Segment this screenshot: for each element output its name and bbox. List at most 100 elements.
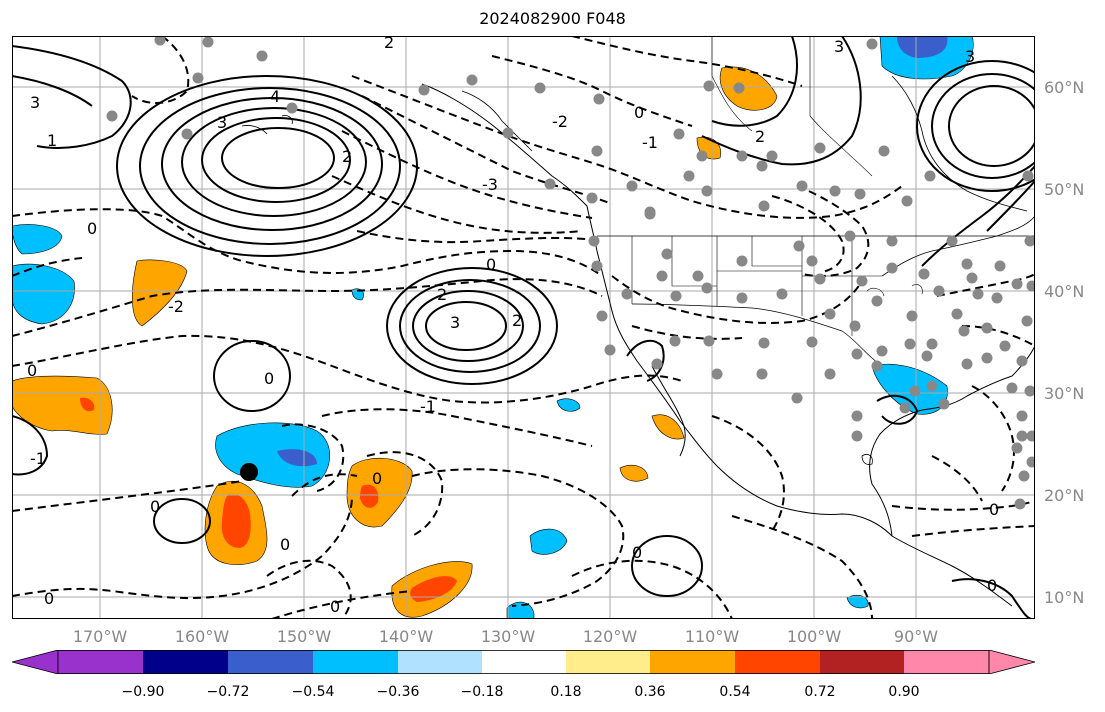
lon-label: 120°W (582, 627, 638, 646)
colorbar-tick: 0.90 (888, 684, 920, 700)
fill-cyan-west1 (12, 224, 63, 255)
contour-label: 0 (44, 589, 54, 608)
lon-label: 150°W (276, 627, 332, 646)
contour-label: -1 (420, 397, 436, 416)
colorbar (10, 649, 1037, 678)
colorbar-segment (398, 650, 482, 674)
colorbar-outline (57, 650, 990, 674)
contour-label: -2 (552, 112, 568, 131)
lon-label: 90°W (893, 627, 939, 646)
colorbar-tick: −0.90 (121, 684, 165, 700)
colorbar-segment (904, 650, 989, 674)
contour-label: -2 (168, 297, 184, 316)
contour-label: 0 (264, 369, 274, 388)
lon-label: 160°W (174, 627, 230, 646)
contour-label: 0 (632, 543, 642, 562)
colorbar-segment (482, 650, 566, 674)
contour-label: 2 (755, 127, 765, 146)
contour-label: 3 (217, 113, 227, 132)
lon-label: 130°W (480, 627, 536, 646)
colorbar-segment (228, 650, 313, 674)
fill-cyan-sm4 (846, 594, 869, 609)
colorbar-arrow-right (988, 649, 1037, 675)
contour-label: -1 (642, 133, 658, 152)
contour-label: -1 (30, 449, 46, 468)
map-frame (12, 36, 1035, 619)
contour-label: 2 (437, 285, 447, 304)
lon-label: 140°W (378, 627, 434, 646)
contour-label: 0 (280, 535, 290, 554)
contour-label: 3 (30, 93, 40, 112)
lat-label: 20°N (1044, 486, 1085, 505)
contour-label: -3 (482, 175, 498, 194)
colorbar-segment (820, 650, 904, 674)
map-canvas: -3 -2 -2 -1 -1 -1 0 0 0 0 0 0 0 0 0 0 0 … (12, 36, 1035, 619)
fill-cyan-sm1 (556, 398, 581, 412)
contour-label: 3 (834, 37, 844, 56)
fill-orange-west (12, 375, 113, 435)
colorbar-segment (735, 650, 820, 674)
colorbar-tick: −0.54 (291, 684, 335, 700)
lat-label: 10°N (1044, 588, 1085, 607)
lat-label: 60°N (1044, 78, 1085, 97)
fill-cyan-sm3 (506, 601, 535, 619)
contour-label: 2 (384, 36, 394, 52)
colorbar-segment (313, 650, 398, 674)
negative-contours (12, 36, 1035, 619)
contour-label: 4 (270, 87, 280, 106)
lat-label: 30°N (1044, 384, 1085, 403)
contour-label: 0 (87, 219, 97, 238)
lon-label: 110°W (684, 627, 740, 646)
contour-label: 0 (27, 361, 37, 380)
colorbar-segment (566, 650, 650, 674)
fill-red-east1 (360, 484, 379, 508)
colorbar-svg (10, 649, 1037, 675)
map-panel: -3 -2 -2 -1 -1 -1 0 0 0 0 0 0 0 0 0 0 0 … (12, 36, 1035, 619)
fill-blue-canada (897, 36, 948, 58)
contour-labels: -3 -2 -2 -1 -1 -1 0 0 0 0 0 0 0 0 0 0 0 … (27, 36, 999, 616)
graticule (12, 36, 1035, 619)
colorbar-tick: −0.36 (376, 684, 420, 700)
fill-cyan-sm2 (529, 528, 568, 555)
map-title: 2024082900 F048 (479, 9, 626, 28)
colorbar-tick: 0.36 (634, 684, 666, 700)
contour-label: 0 (989, 500, 999, 519)
contour-label: 0 (987, 576, 997, 595)
fill-red-hawaii (221, 494, 251, 548)
fill-red-west (80, 397, 95, 412)
colorbar-segment (650, 650, 735, 674)
contour-label: 0 (372, 469, 382, 488)
colorbar-tick: 0.18 (550, 684, 582, 700)
colorbar-segment (143, 650, 228, 674)
fill-orange-baja (651, 414, 685, 440)
fill-orange-canada (719, 66, 778, 111)
lat-label: 40°N (1044, 282, 1085, 301)
fill-blue-hawaii (277, 449, 317, 467)
fill-red-south (410, 576, 457, 602)
colorbar-arrow-left (10, 649, 59, 675)
contour-label: 3 (450, 313, 460, 332)
station-markers (106, 36, 1035, 510)
contour-label: 0 (634, 103, 644, 122)
contour-label: 1 (47, 131, 57, 150)
contour-label: 2 (512, 311, 522, 330)
fill-orange-midpac (131, 259, 188, 327)
fill-cyan-west2 (12, 263, 75, 325)
lat-label: 50°N (1044, 180, 1085, 199)
fill-cyan-sm5 (351, 288, 364, 301)
fill-orange-mex (619, 465, 649, 482)
colorbar-tick: 0.54 (719, 684, 751, 700)
contour-label: 0 (150, 497, 160, 516)
colorbar-tick: −0.72 (206, 684, 250, 700)
colorbar-tick: 0.72 (804, 684, 836, 700)
contour-label: 0 (330, 597, 340, 616)
contour-label: 3 (965, 47, 975, 66)
lon-label: 170°W (72, 627, 128, 646)
contour-label: 2 (342, 147, 352, 166)
storm-center-marker (240, 463, 258, 481)
positive-contours (12, 36, 1035, 619)
contour-label: 0 (486, 255, 496, 274)
lon-label: 100°W (786, 627, 842, 646)
fill-orange-east1 (346, 457, 413, 528)
colorbar-segment (58, 650, 143, 674)
